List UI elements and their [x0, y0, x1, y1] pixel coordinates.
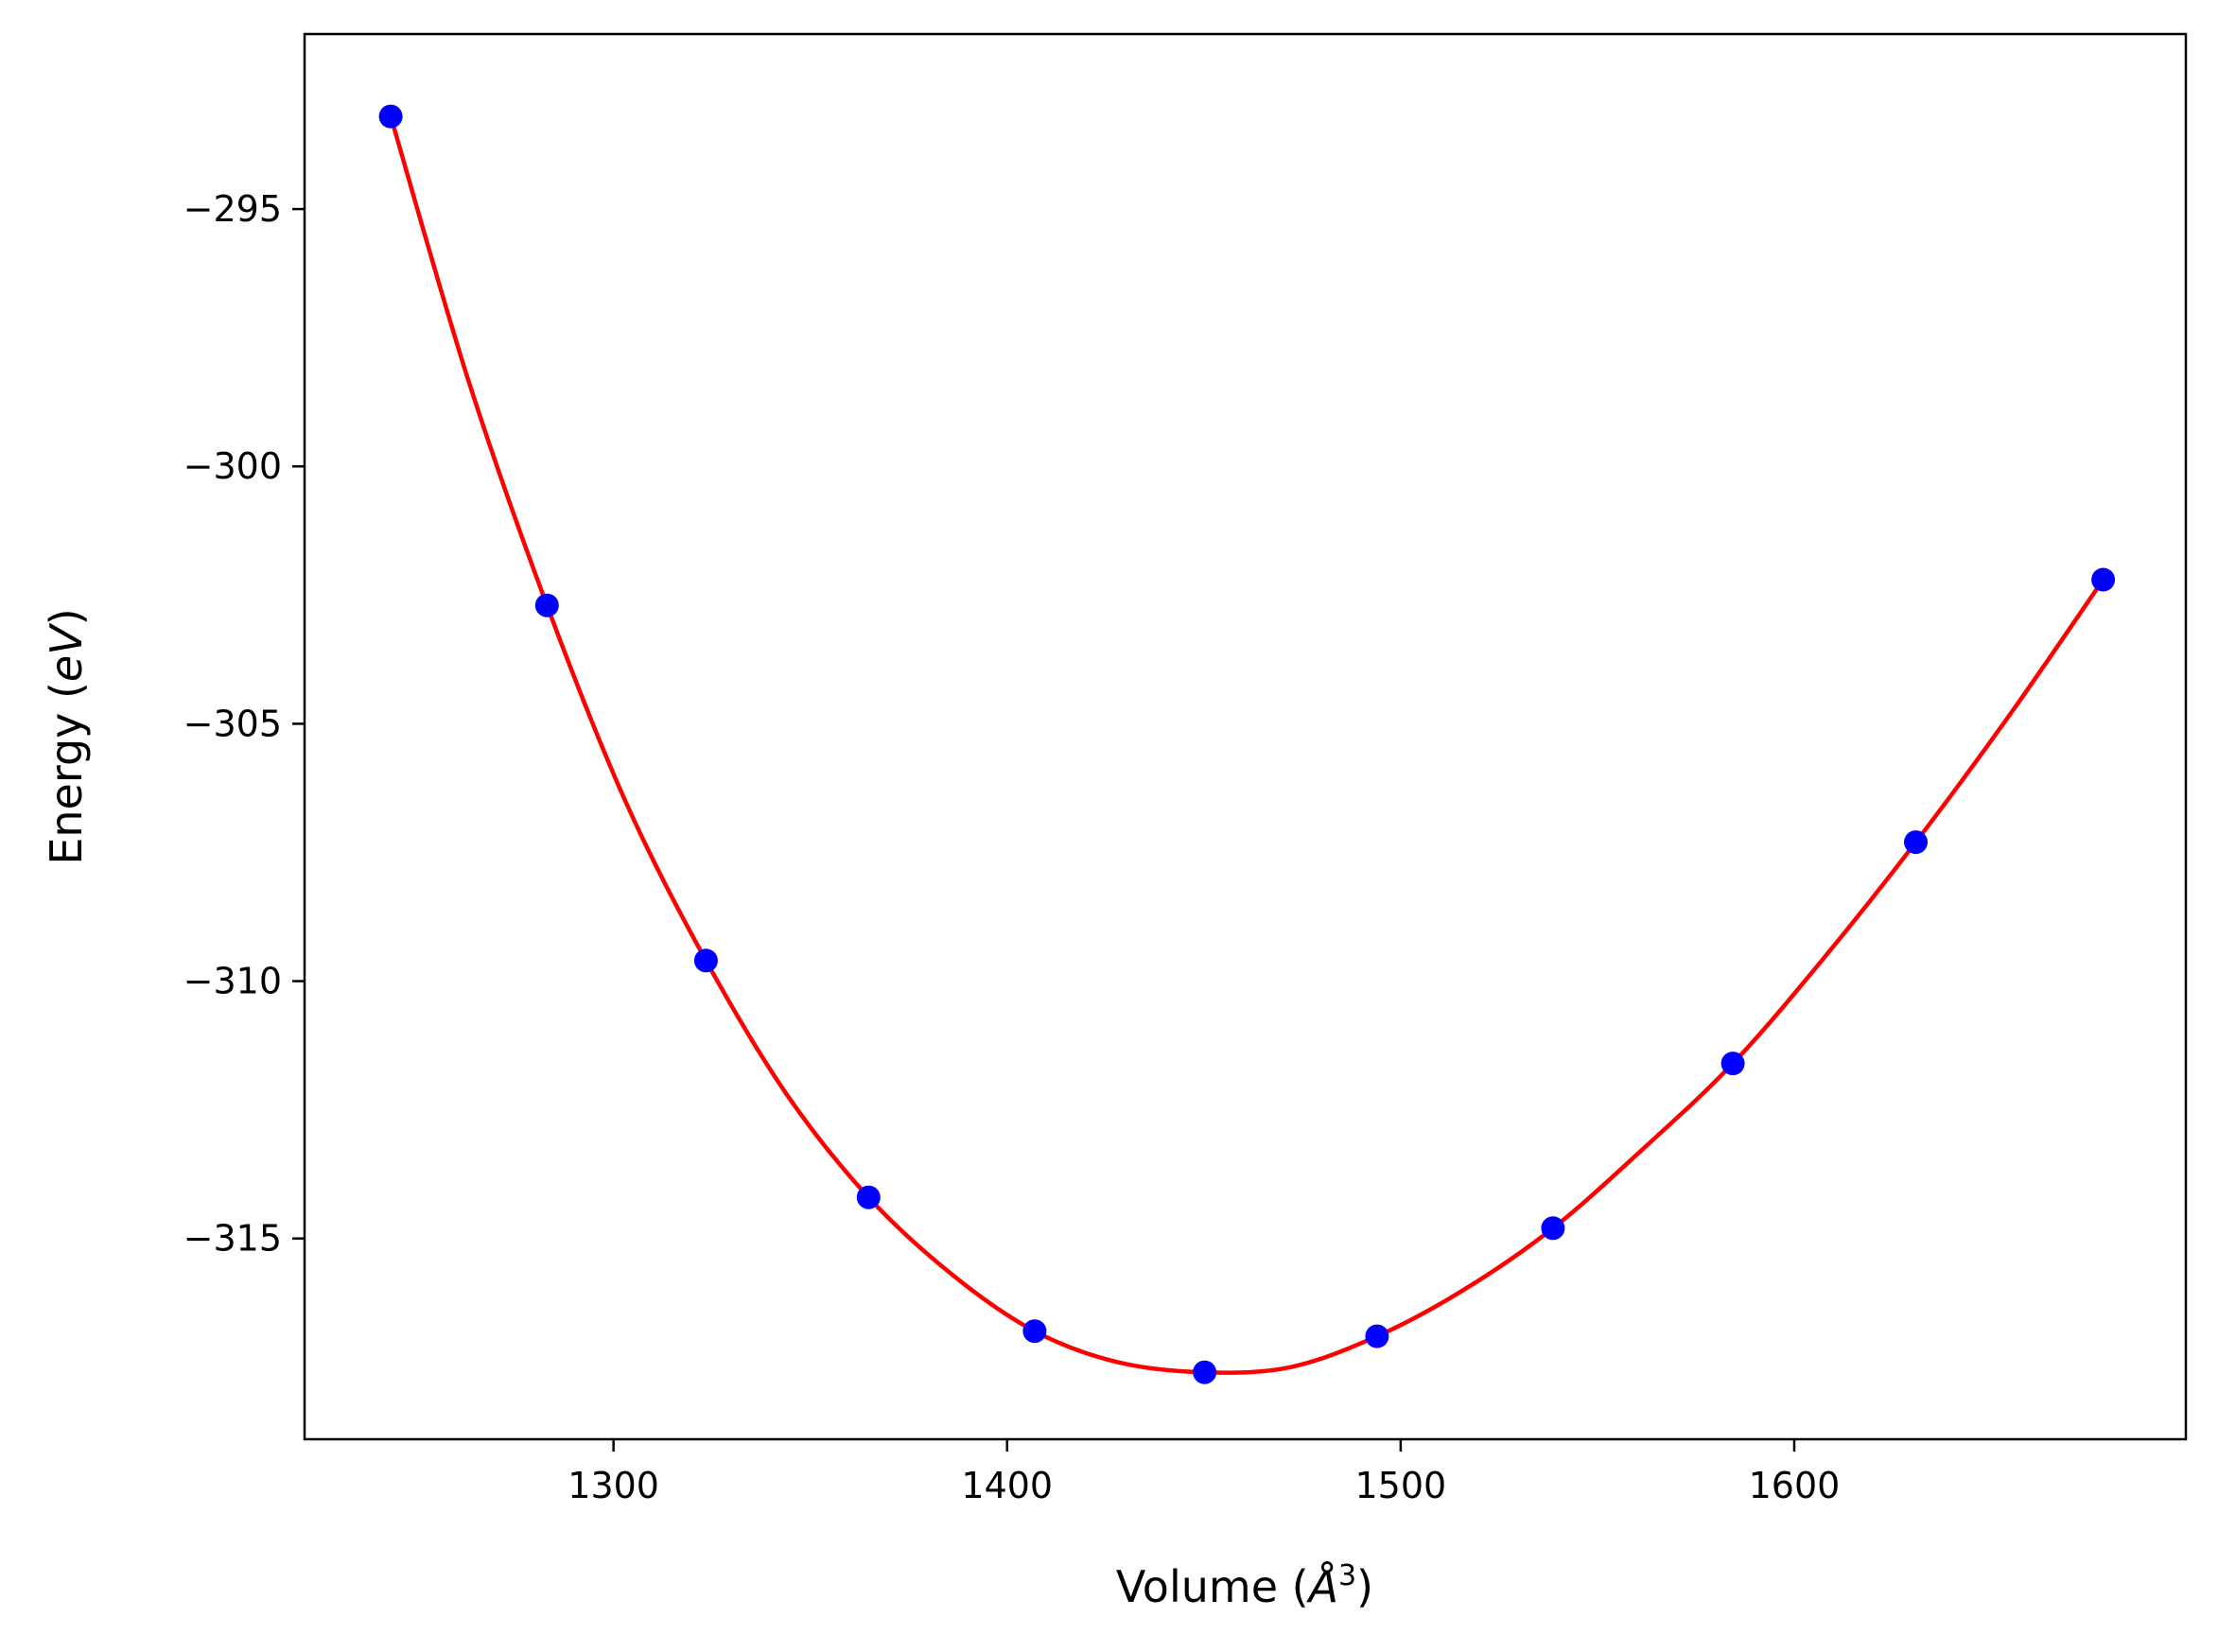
- data-points-layer: [378, 104, 2116, 1384]
- y-tick-label: −300: [183, 445, 282, 487]
- data-point: [1022, 1319, 1047, 1344]
- x-axis-label-unit: Å: [1306, 1561, 1338, 1612]
- data-point: [1365, 1324, 1389, 1348]
- data-point: [1720, 1052, 1745, 1076]
- fit-curve-line: [388, 115, 2105, 1375]
- x-axis-label: Volume (Å3): [1116, 1559, 1373, 1612]
- plot-frame: [303, 32, 2188, 1441]
- plot-area: [305, 34, 2186, 1439]
- y-tick-label: −295: [183, 188, 282, 230]
- x-tick-label: 1500: [1355, 1465, 1447, 1506]
- y-axis-label-close: ): [41, 608, 92, 625]
- data-point: [1193, 1360, 1217, 1384]
- y-tick-label: −305: [183, 703, 282, 744]
- y-axis-ticks: −295 −300 −305 −310 −315: [183, 188, 305, 1260]
- y-tick-label: −315: [183, 1218, 282, 1260]
- x-tick-label: 1400: [961, 1465, 1053, 1506]
- data-point: [693, 948, 718, 973]
- y-axis-label-text: Energy (: [41, 682, 92, 865]
- data-point: [1904, 830, 1928, 855]
- x-tick-label: 1300: [568, 1465, 659, 1506]
- x-axis-label-close: ): [1356, 1561, 1373, 1612]
- data-point: [534, 593, 559, 617]
- y-axis-label-unit: eV: [41, 622, 92, 682]
- fit-curve-layer: [388, 115, 2105, 1375]
- data-point: [1541, 1216, 1565, 1241]
- y-axis-label: Energy (eV): [41, 608, 92, 864]
- x-axis-ticks: 1300 1400 1500 1600: [568, 1439, 1840, 1506]
- data-point: [2091, 567, 2116, 592]
- data-point: [378, 104, 403, 129]
- x-axis-label-text: Volume (: [1116, 1561, 1309, 1612]
- data-point: [856, 1185, 881, 1209]
- y-tick-label: −310: [183, 961, 282, 1002]
- x-axis-label-power: 3: [1338, 1559, 1356, 1592]
- x-tick-label: 1600: [1749, 1465, 1841, 1506]
